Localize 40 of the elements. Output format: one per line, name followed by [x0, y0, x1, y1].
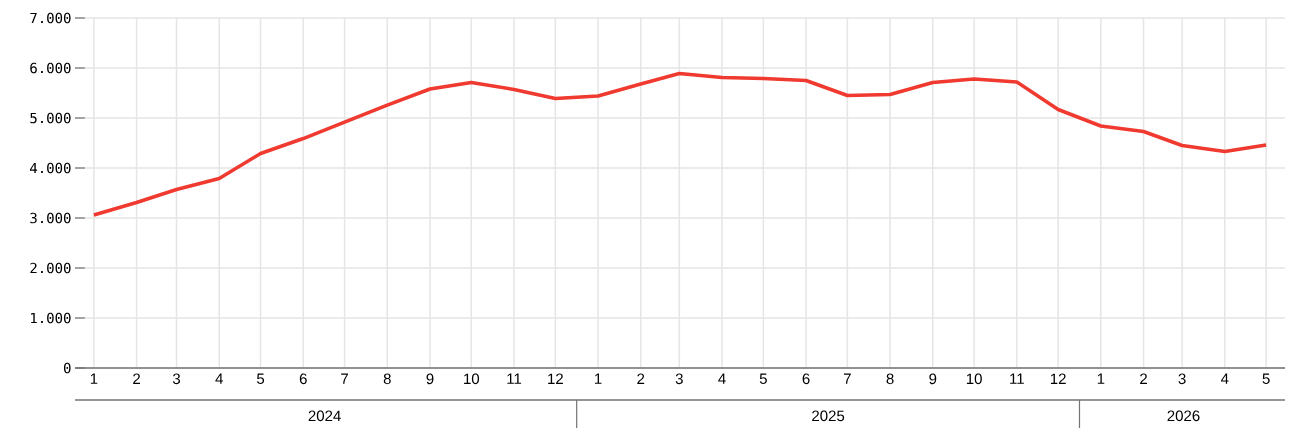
x-tick-label: 10 — [966, 373, 982, 385]
x-tick-label: 10 — [464, 373, 480, 385]
x-tick-label: 2 — [133, 373, 140, 384]
x-tick-label: 9 — [929, 373, 937, 385]
x-tick-label: 6 — [802, 373, 810, 385]
x-tick-label: 3 — [172, 373, 181, 385]
x-tick-label: 4 — [1220, 373, 1229, 384]
x-tick-label: 4 — [718, 373, 726, 384]
x-tick-label: 12 — [548, 373, 563, 384]
x-tick-label: 11 — [1010, 373, 1024, 384]
x-tick-label: 7 — [843, 373, 851, 384]
x-tick-label: 3 — [1178, 373, 1186, 385]
x-tick-label: 2 — [1140, 373, 1147, 384]
x-tick-label: 5 — [256, 373, 265, 384]
x-tick-label: 12 — [1050, 373, 1066, 384]
x-tick-label: 11 — [507, 373, 522, 384]
y-tick-label: 2.000 — [30, 262, 71, 274]
x-tick-label: 6 — [299, 373, 307, 385]
x-tick-label: 8 — [886, 373, 894, 385]
y-tick-label: 4.000 — [30, 162, 71, 174]
x-tick-label: 5 — [1262, 373, 1270, 384]
x-tick-label: 4 — [215, 373, 223, 384]
y-tick-label: 7.000 — [30, 12, 71, 24]
x-tick-label: 1 — [90, 373, 98, 384]
x-tick-label: 8 — [383, 373, 391, 385]
x-tick-label: 7 — [341, 373, 348, 384]
x-tick-label: 9 — [426, 373, 434, 385]
x-tick-label: 5 — [759, 373, 767, 384]
y-tick-label: 0 — [63, 362, 71, 374]
y-tick-label: 1.000 — [31, 312, 71, 324]
x-tick-label: 3 — [675, 373, 683, 385]
text: 2026 — [1167, 410, 1200, 422]
y-tick-label: 5.000 — [30, 112, 71, 124]
y-tick-label: 3.000 — [30, 212, 71, 224]
x-tick-label: 1 — [595, 373, 602, 384]
x-tick-label: 2 — [637, 373, 645, 384]
text: 2025 — [812, 410, 845, 422]
text: 2024 — [308, 410, 341, 422]
y-tick-label: 6.000 — [30, 62, 71, 74]
x-tick-label: 1 — [1097, 373, 1105, 384]
